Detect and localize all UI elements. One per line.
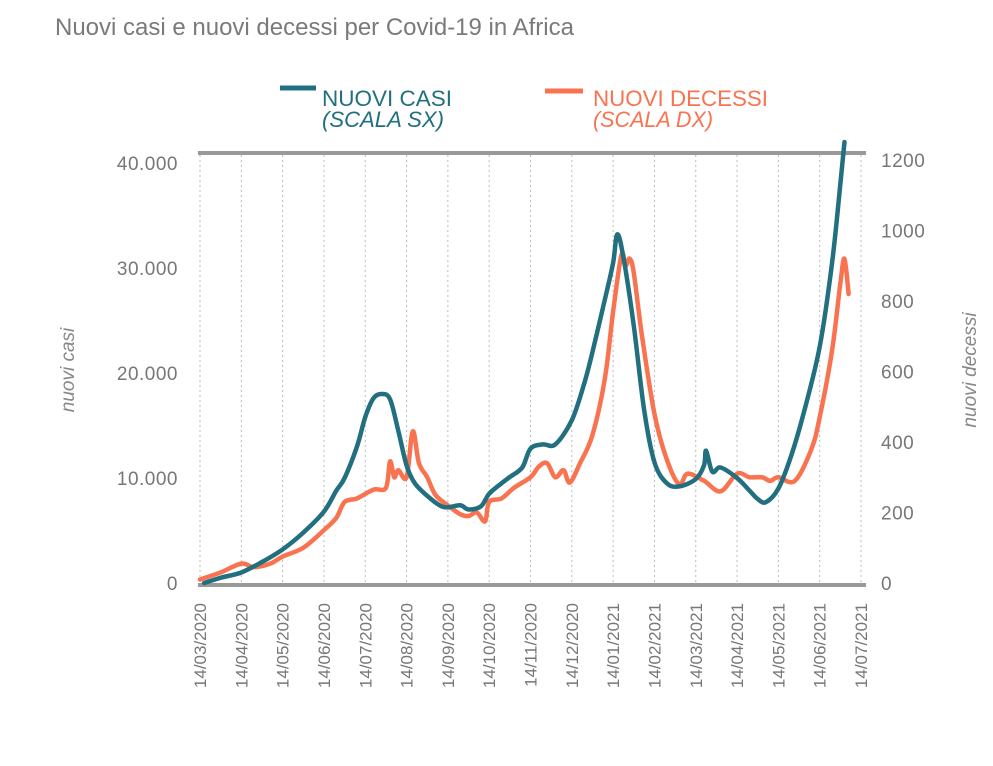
y-axis-label: nuovi casi: [58, 327, 79, 412]
x-tick-label: 14/07/2020: [356, 603, 375, 688]
x-tick-label: 14/05/2021: [769, 603, 788, 688]
x-tick-label: 14/06/2020: [315, 603, 334, 688]
y-tick-label: 30.000: [117, 259, 178, 280]
y-tick-label: 20.000: [117, 364, 178, 385]
x-tick-label: 14/11/2020: [522, 603, 541, 687]
x-tick-label: 14/02/2021: [645, 603, 664, 688]
x-tick-label: 14/06/2021: [811, 603, 830, 688]
y2-axis-label: nuovi decessi: [960, 312, 981, 428]
y2-tick-label: 1000: [881, 222, 925, 243]
x-tick-label: 14/05/2020: [274, 603, 293, 688]
y2-tick-label: 800: [881, 292, 914, 313]
x-tick-label: 14/04/2021: [728, 603, 747, 688]
x-tick-label: 14/12/2020: [563, 603, 582, 688]
y2-tick-label: 400: [881, 433, 914, 454]
deaths-line: [197, 251, 851, 582]
legend-sub-deaths: (SCALA DX): [593, 107, 713, 132]
x-tick-label: 14/01/2021: [604, 603, 623, 688]
x-tick-label: 14/03/2021: [687, 603, 706, 688]
legend-sub-cases: (SCALA SX): [322, 107, 444, 132]
y-tick-label: 0: [167, 574, 178, 595]
x-tick-label: 14/09/2020: [439, 603, 458, 688]
x-tick-label: 14/03/2020: [191, 603, 210, 688]
y2-tick-label: 1200: [881, 151, 925, 172]
x-tick-label: 14/04/2020: [232, 603, 251, 688]
chart-title: Nuovi casi e nuovi decessi per Covid-19 …: [55, 14, 575, 41]
cases-line: [201, 139, 847, 586]
y-tick-label: 40.000: [117, 154, 178, 175]
y-tick-label: 10.000: [117, 469, 178, 490]
y2-tick-label: 600: [881, 363, 914, 384]
legend-label-deaths: NUOVI DECESSI: [593, 86, 768, 111]
legend: NUOVI CASI (SCALA SX) NUOVI DECESSI (SCA…: [280, 85, 768, 132]
legend-label-cases: NUOVI CASI: [322, 86, 452, 111]
x-tick-label: 14/07/2021: [852, 603, 871, 688]
x-tick-label: 14/08/2020: [398, 603, 417, 688]
y2-tick-label: 200: [881, 504, 914, 525]
x-tick-label: 14/10/2020: [480, 603, 499, 688]
y2-tick-label: 0: [881, 574, 892, 595]
